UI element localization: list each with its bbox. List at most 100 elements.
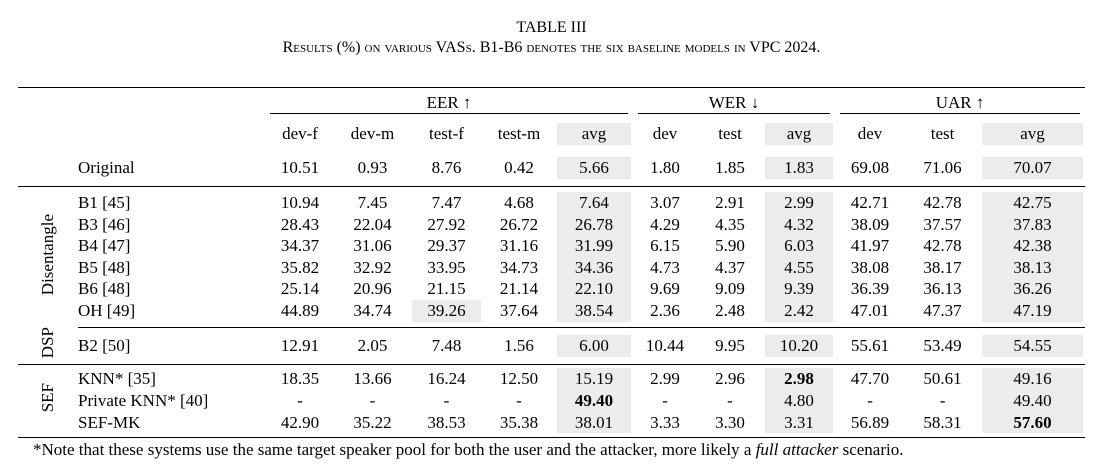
cell-value: 33.95: [427, 257, 466, 277]
row-label: B1 [45]: [78, 193, 131, 212]
row-label: OH [49]: [78, 299, 265, 328]
cell-value: 2.98: [765, 368, 834, 390]
table-cell: 42.71: [835, 187, 905, 214]
group-header-cell: EER ↑: [265, 88, 633, 119]
table-cell: 49.16: [980, 364, 1085, 390]
cell-value: 53.49: [923, 335, 962, 355]
column-header: dev-m: [350, 124, 395, 144]
cell-value: 34.74: [353, 300, 392, 320]
column-header: test-m: [497, 124, 541, 144]
table-cell: -: [697, 390, 763, 412]
column-header-cell: avg: [555, 118, 633, 150]
cell-value: 0.93: [357, 158, 388, 178]
cell-value: 5.66: [557, 157, 632, 179]
cell-value: -: [443, 390, 450, 410]
cell-value: 3.33: [650, 412, 680, 432]
cell-value: 7.48: [431, 335, 462, 355]
table-cell: 13.66: [335, 364, 410, 390]
cell-value: 21.14: [499, 279, 539, 299]
cell-value: 10.51: [280, 158, 320, 178]
group-header: UAR ↑: [840, 92, 1081, 115]
table-cell: 34.73: [483, 257, 555, 279]
cell-value: 34.73: [499, 257, 539, 277]
cell-value: 47.70: [850, 369, 890, 389]
table-cell: 42.78: [905, 187, 980, 214]
column-header-cell: dev-m: [335, 118, 410, 150]
cell-value: 42.71: [850, 193, 890, 212]
cell-value: 6.15: [650, 236, 680, 256]
cell-value: 41.97: [850, 236, 890, 256]
table-cell: 2.99: [763, 187, 835, 214]
cell-value: 47.19: [982, 299, 1084, 322]
section-label-cell: SEF: [18, 364, 78, 437]
note-text: scenario.: [838, 440, 904, 459]
group-header: EER ↑: [270, 92, 629, 115]
table-cell: 47.37: [905, 299, 981, 328]
table-cell: 2.42: [763, 299, 836, 328]
table-cell: 2.96: [697, 364, 763, 390]
cell-value: 47.01: [850, 300, 890, 320]
table-cell: 7.64: [555, 187, 633, 214]
table-cell: 16.24: [410, 364, 483, 390]
column-header: avg: [557, 123, 632, 145]
table-cell: 37.83: [980, 213, 1085, 236]
table-cell: 6.00: [555, 327, 634, 365]
table-cell: 4.32: [763, 213, 835, 236]
cell-value: 2.36: [650, 300, 680, 320]
table-cell: 42.90: [265, 412, 335, 438]
cell-value: 32.92: [353, 257, 392, 277]
note-emphasis: full attacker: [755, 440, 839, 459]
cell-value: 10.20: [765, 334, 834, 357]
row-label: Original: [78, 150, 265, 187]
table-cell: 71.06: [905, 150, 981, 187]
table-cell: 26.78: [555, 213, 633, 236]
table-cell: 22.10: [555, 278, 633, 300]
cell-value: 26.72: [499, 214, 539, 234]
cell-value: 31.16: [499, 236, 539, 256]
table-cell: 36.26: [980, 278, 1085, 300]
cell-value: 57.60: [982, 411, 1084, 434]
cell-value: 3.07: [650, 193, 680, 212]
column-header: dev: [652, 124, 678, 144]
table-cell: 38.08: [835, 257, 905, 279]
section-label-cell: DSP: [18, 327, 78, 365]
table-cell: 50.61: [905, 364, 980, 390]
table-cell: 38.09: [835, 214, 905, 236]
cell-value: 37.64: [499, 300, 539, 320]
cell-value: 4.80: [765, 389, 834, 412]
table-row: OH [49] 44.89 34.74 39.26 37.64 38.54 2.36 2.48…: [18, 299, 1086, 328]
cell-value: 42.75: [982, 192, 1084, 214]
table-cell: 58.31: [905, 412, 980, 438]
cell-value: -: [662, 390, 668, 410]
table-cell: 2.98: [763, 364, 835, 390]
table-cell: -: [410, 390, 483, 412]
cell-value: 4.29: [650, 214, 680, 234]
table-cell: 3.07: [633, 187, 697, 214]
table-row: B6 [48] 25.14 20.96 21.15 21.14 22.10 9.69 9.09…: [18, 278, 1085, 300]
cell-value: -: [516, 390, 522, 410]
table-cell: 3.30: [697, 412, 763, 438]
cell-value: 9.09: [715, 279, 745, 299]
table-cell: 37.64: [483, 299, 555, 328]
table-cell: 36.13: [905, 278, 980, 300]
table-cell: 21.15: [410, 278, 483, 300]
cell-value: -: [369, 390, 376, 410]
table-cell: 31.16: [483, 235, 555, 257]
table-cell: 9.39: [763, 278, 835, 300]
row-label: B6 [48]: [78, 279, 131, 299]
table-cell: 35.82: [265, 257, 335, 279]
cell-value: 1.83: [765, 157, 834, 179]
cell-value: -: [727, 390, 733, 410]
cell-value: 71.06: [923, 158, 962, 178]
cell-value: 8.76: [431, 158, 462, 178]
table-cell: -: [335, 390, 410, 412]
table-cell: 35.22: [335, 412, 410, 438]
table-cell: 57.60: [980, 411, 1085, 438]
cell-value: 1.56: [504, 335, 534, 355]
column-header: dev: [857, 124, 883, 144]
cell-value: 7.64: [557, 192, 632, 214]
group-header: WER ↓: [638, 92, 831, 115]
cell-value: 9.39: [765, 278, 834, 300]
column-header: dev-f: [282, 124, 318, 144]
